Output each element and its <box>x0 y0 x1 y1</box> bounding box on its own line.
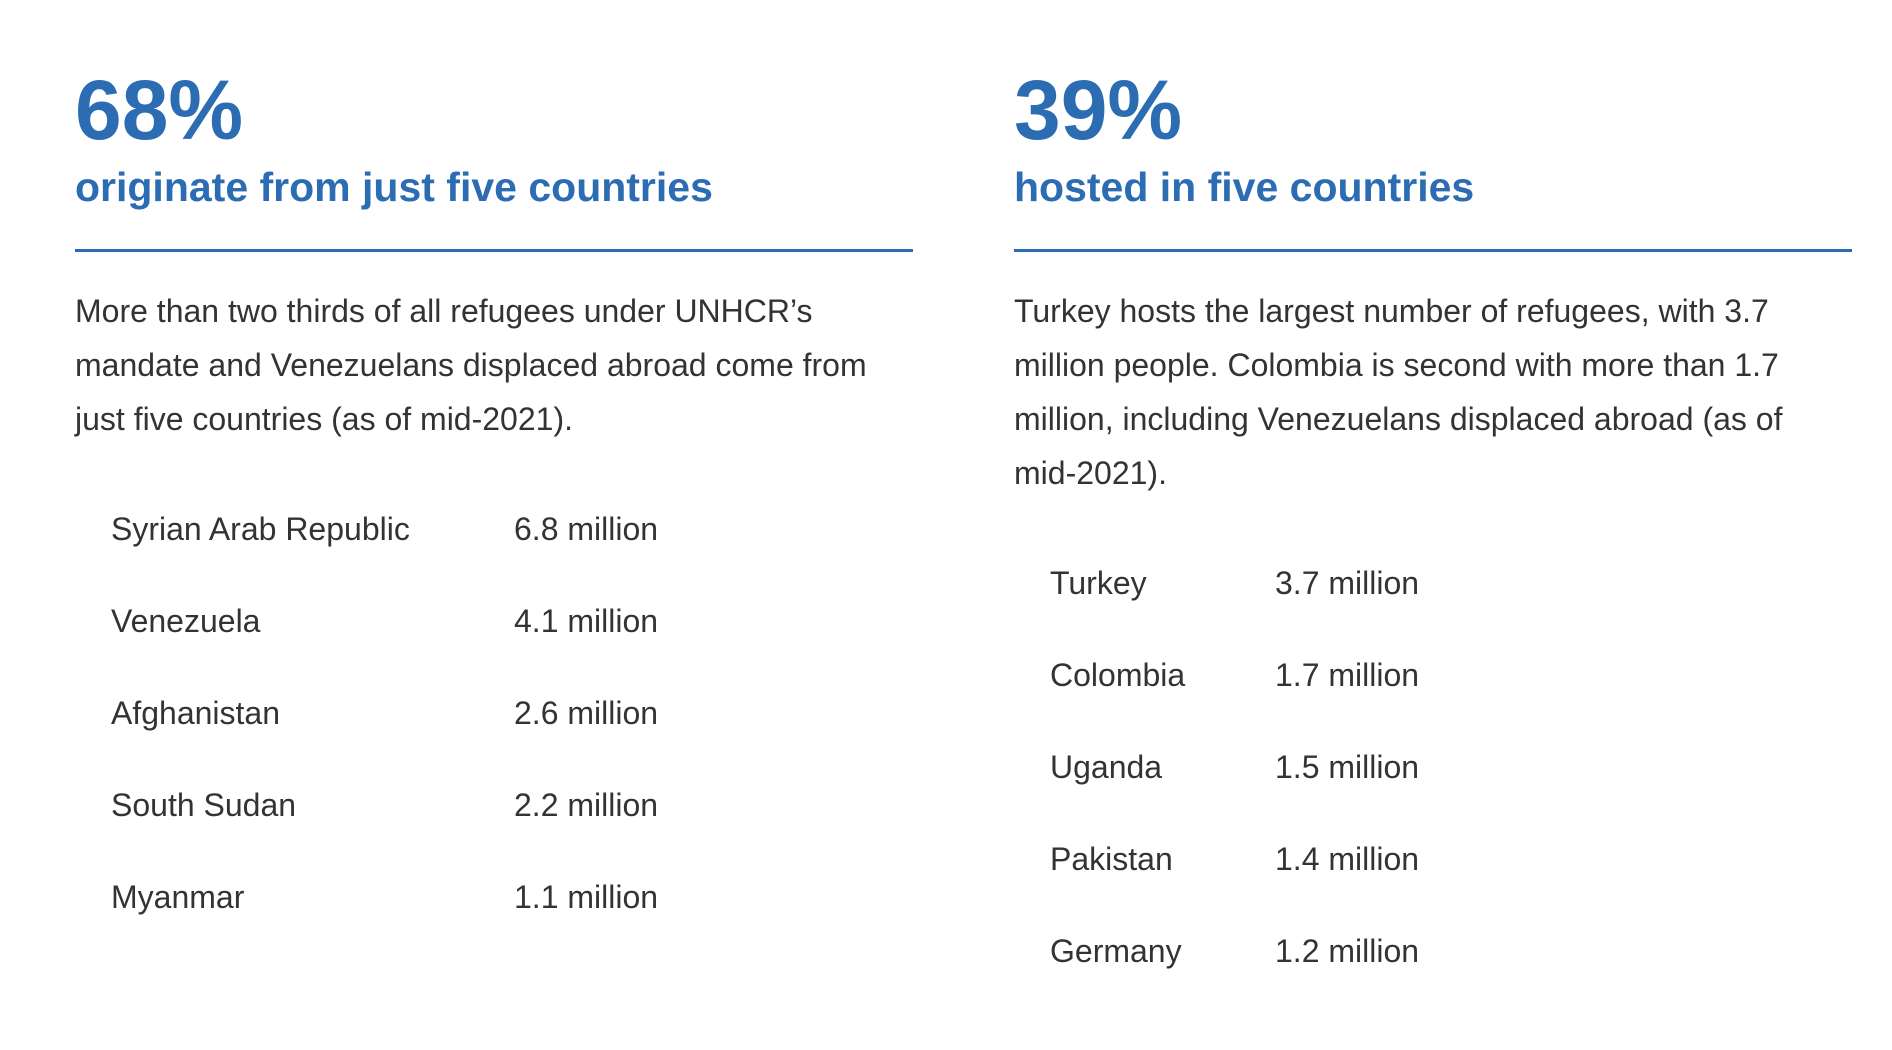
refugee-count: 4.1 million <box>514 603 659 639</box>
refugee-count: 1.2 million <box>1275 933 1420 969</box>
refugee-count: 1.1 million <box>514 879 659 915</box>
refugee-count: 1.5 million <box>1275 749 1420 785</box>
divider <box>75 249 913 252</box>
country: Myanmar <box>111 879 245 915</box>
country: Afghanistan <box>111 695 281 731</box>
refugee-count: 2.2 million <box>514 787 659 823</box>
country: Syrian Arab Republic <box>111 511 410 547</box>
column: 39% hosted in five countries Turkey hosts … <box>1014 0 1854 1050</box>
refugee-count: 6.8 million <box>514 511 659 547</box>
refugee-count: 2.6 million <box>514 695 659 731</box>
country: Germany <box>1050 933 1182 969</box>
stat-subtitle: hosted in five countries <box>1014 164 1475 210</box>
refugee-count: 1.7 million <box>1275 657 1420 693</box>
description: Turkey hosts the largest number of refug… <box>1014 293 1783 491</box>
stat-number: 68% <box>75 63 244 157</box>
country: Colombia <box>1050 657 1186 693</box>
country: Venezuela <box>111 603 261 639</box>
country: South Sudan <box>111 787 297 823</box>
stat-number: 39% <box>1014 63 1183 157</box>
country: Uganda <box>1050 749 1163 785</box>
country: Turkey <box>1050 565 1147 601</box>
country: Pakistan <box>1050 841 1173 877</box>
divider <box>1014 249 1852 252</box>
refugee-count: 3.7 million <box>1275 565 1420 601</box>
description: More than two thirds of all refugees und… <box>75 293 867 437</box>
stat-subtitle: originate from just five countries <box>75 164 713 210</box>
column: 68% originate from just five countries Mor… <box>75 0 915 1050</box>
refugee-count: 1.4 million <box>1275 841 1420 877</box>
